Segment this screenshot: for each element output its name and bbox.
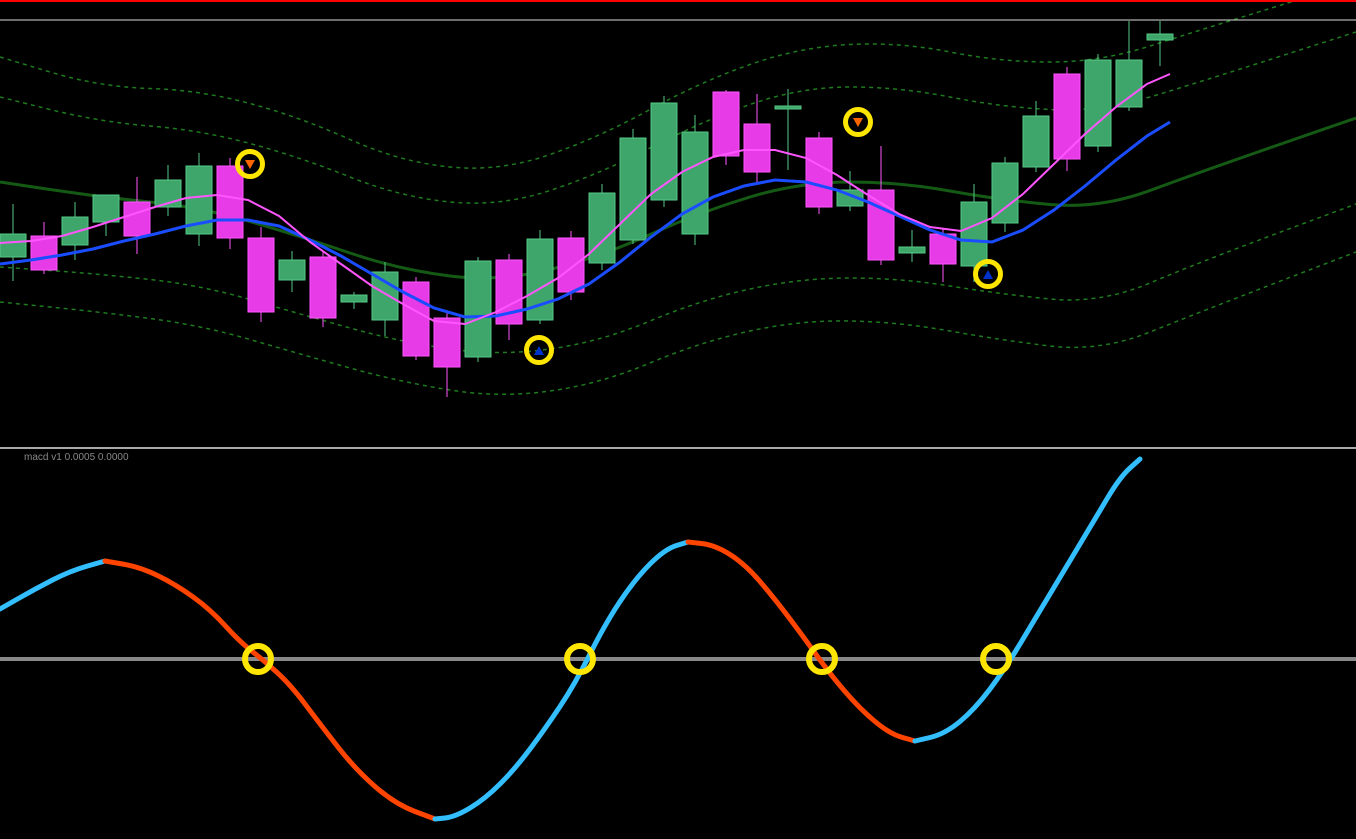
chart-container: macd v1 0.0005 0.0000 — [0, 0, 1356, 839]
macd-svg — [0, 449, 1356, 839]
macd-zero-cross-marker — [242, 643, 274, 675]
price-chart-panel[interactable] — [0, 0, 1356, 449]
arrow-down-icon — [853, 118, 863, 127]
macd-zero-cross-marker — [806, 643, 838, 675]
buy-signal-marker — [973, 259, 1003, 289]
arrow-down-icon — [245, 160, 255, 169]
macd-zero-cross-marker — [564, 643, 596, 675]
sell-signal-marker — [235, 149, 265, 179]
arrow-up-icon — [983, 270, 993, 279]
buy-signal-marker — [524, 335, 554, 365]
macd-zero-cross-marker — [980, 643, 1012, 675]
sell-signal-marker — [843, 107, 873, 137]
macd-label: macd v1 0.0005 0.0000 — [24, 452, 129, 463]
price-chart-svg — [0, 2, 1356, 449]
arrow-up-icon — [534, 346, 544, 355]
macd-indicator-panel[interactable]: macd v1 0.0005 0.0000 — [0, 449, 1356, 839]
